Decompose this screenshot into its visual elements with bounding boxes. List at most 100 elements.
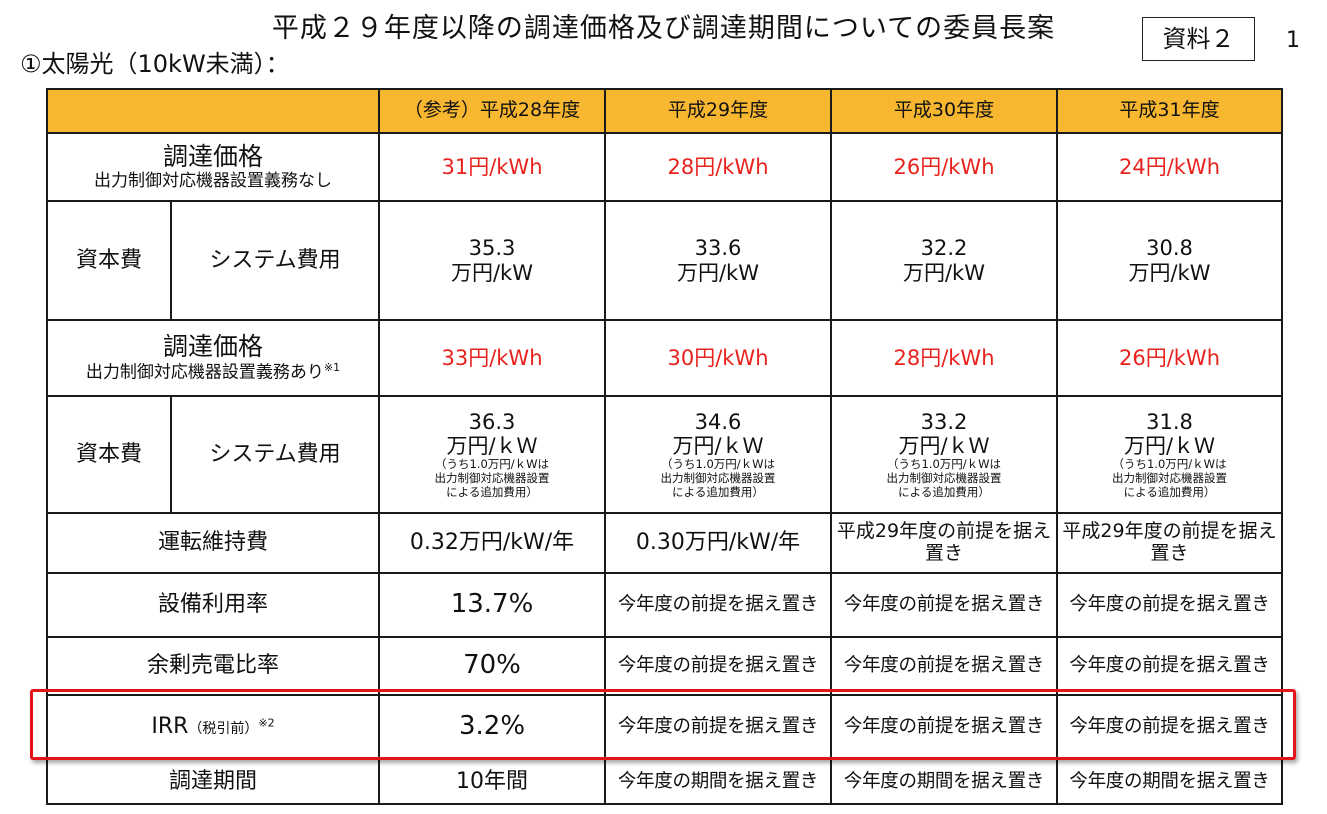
- capex-unit: 万円/kW: [902, 260, 985, 285]
- table-row: 余剰売電比率 70% 今年度の前提を据え置き 今年度の前提を据え置き 今年度の前…: [46, 636, 1283, 696]
- table-row: 資本費 システム費用 35.3 万円/kW 33.6 万円/kW 32.2 万円…: [46, 200, 1283, 321]
- capex-note: （うち1.0万円/ｋWは: [434, 456, 550, 471]
- table-row: 調達価格 出力制御対応機器設置義務なし 31円/kWh 28円/kWh 26円/…: [46, 132, 1283, 202]
- capex-unit: 万円/kW: [450, 260, 533, 285]
- table-row: IRR（税引前）※2 3.2% 今年度の前提を据え置き 今年度の前提を据え置き …: [46, 694, 1283, 760]
- header-h28: （参考）平成28年度: [378, 88, 606, 134]
- footnote-mark: ※2: [258, 717, 275, 731]
- capex-unit: 万円/ｋＷ: [898, 433, 990, 458]
- capex-unit: 万円/kW: [676, 260, 759, 285]
- price-value: 26円/kWh: [1056, 319, 1283, 397]
- capex-note: 出力制御対応機器設置: [886, 470, 1002, 485]
- capex-note: 出力制御対応機器設置: [1112, 470, 1227, 485]
- capex-note: 出力制御対応機器設置: [434, 470, 550, 485]
- price-value: 31円/kWh: [378, 132, 606, 202]
- page-number: 1: [1286, 28, 1300, 53]
- capex-note: （うち1.0万円/ｋWは: [660, 456, 776, 471]
- capacity-factor-value: 今年度の前提を据え置き: [1056, 572, 1283, 638]
- row-label-sub: 出力制御対応機器設置義務なし: [94, 170, 332, 191]
- capex-value: 33.2: [920, 409, 968, 434]
- surplus-ratio-value: 今年度の前提を据え置き: [604, 636, 832, 696]
- price-value: 26円/kWh: [830, 132, 1058, 202]
- table-row: 調達期間 10年間 今年度の期間を据え置き 今年度の期間を据え置き 今年度の期間…: [46, 758, 1283, 805]
- capex-value: 34.6: [694, 409, 742, 434]
- row-label-om: 運転維持費: [46, 512, 380, 574]
- capex-note: による追加費用）: [1123, 484, 1216, 499]
- price-value: 30円/kWh: [604, 319, 832, 397]
- capex-unit: 万円/kW: [1128, 260, 1211, 285]
- row-label-capex: 資本費: [46, 200, 172, 321]
- row-label-capacity-factor: 設備利用率: [46, 572, 380, 638]
- row-label-price-no-ctrl: 調達価格 出力制御対応機器設置義務なし: [46, 132, 380, 202]
- table-row: 資本費 システム費用 36.3 万円/ｋＷ （うち1.0万円/ｋWは 出力制御対…: [46, 395, 1283, 514]
- capex-value: 31.8: [1146, 409, 1193, 434]
- capex-note: 出力制御対応機器設置: [660, 470, 776, 485]
- header-h31: 平成31年度: [1056, 88, 1283, 134]
- om-value: 平成29年度の前提を据え置き: [1056, 512, 1283, 574]
- irr-value: 今年度の前提を据え置き: [1056, 694, 1283, 760]
- table-row: 運転維持費 0.32万円/kW/年 0.30万円/kW/年 平成29年度の前提を…: [46, 512, 1283, 574]
- surplus-ratio-value: 70%: [378, 636, 606, 696]
- header-blank: [46, 88, 380, 134]
- capex-cell: 33.6 万円/kW: [604, 200, 832, 321]
- row-label-price-ctrl: 調達価格 出力制御対応機器設置義務あり※1: [46, 319, 380, 397]
- capacity-factor-value: 今年度の前提を据え置き: [830, 572, 1058, 638]
- surplus-ratio-value: 今年度の前提を据え置き: [830, 636, 1058, 696]
- irr-value: 今年度の前提を据え置き: [830, 694, 1058, 760]
- capex-note: による追加費用）: [446, 484, 538, 499]
- price-value: 28円/kWh: [604, 132, 832, 202]
- capex-value: 32.2: [920, 236, 968, 261]
- table-row: 設備利用率 13.7% 今年度の前提を据え置き 今年度の前提を据え置き 今年度の…: [46, 572, 1283, 638]
- period-value: 10年間: [378, 758, 606, 805]
- row-label-irr: IRR（税引前）※2: [46, 694, 380, 760]
- price-value: 28円/kWh: [830, 319, 1058, 397]
- capex-cell: 35.3 万円/kW: [378, 200, 606, 321]
- capex-cell: 34.6 万円/ｋＷ （うち1.0万円/ｋWは 出力制御対応機器設置 による追加…: [604, 395, 832, 514]
- surplus-ratio-value: 今年度の前提を据え置き: [1056, 636, 1283, 696]
- row-label-capex: 資本費: [46, 395, 172, 514]
- tariff-table: （参考）平成28年度 平成29年度 平成30年度 平成31年度 調達価格 出力制…: [46, 88, 1283, 805]
- row-label-surplus-ratio: 余剰売電比率: [46, 636, 380, 696]
- period-value: 今年度の期間を据え置き: [604, 758, 832, 805]
- irr-paren: （税引前）: [188, 721, 259, 738]
- om-value: 平成29年度の前提を据え置き: [830, 512, 1058, 574]
- document-label: 資料２: [1142, 17, 1255, 61]
- row-label-main: 調達価格: [162, 332, 263, 362]
- capex-unit: 万円/ｋＷ: [446, 433, 538, 458]
- capex-cell: 36.3 万円/ｋＷ （うち1.0万円/ｋWは 出力制御対応機器設置 による追加…: [378, 395, 606, 514]
- capex-value: 36.3: [468, 409, 516, 434]
- capex-value: 33.6: [694, 236, 742, 261]
- capacity-factor-value: 13.7%: [378, 572, 606, 638]
- capex-cell: 30.8 万円/kW: [1056, 200, 1283, 321]
- row-label-main: 調達価格: [162, 141, 263, 171]
- capex-note: による追加費用）: [898, 484, 990, 499]
- capex-note: （うち1.0万円/ｋWは: [886, 456, 1002, 471]
- period-value: 今年度の期間を据え置き: [1056, 758, 1283, 805]
- capex-cell: 33.2 万円/ｋＷ （うち1.0万円/ｋWは 出力制御対応機器設置 による追加…: [830, 395, 1058, 514]
- irr-value: 3.2%: [378, 694, 606, 760]
- table-row: 調達価格 出力制御対応機器設置義務あり※1 33円/kWh 30円/kWh 28…: [46, 319, 1283, 397]
- row-label-system-cost: システム費用: [170, 395, 380, 514]
- capacity-factor-value: 今年度の前提を据え置き: [604, 572, 832, 638]
- price-value: 24円/kWh: [1056, 132, 1283, 202]
- capex-cell: 31.8 万円/ｋＷ （うち1.0万円/ｋWは 出力制御対応機器設置 による追加…: [1056, 395, 1283, 514]
- capex-unit: 万円/ｋＷ: [672, 433, 764, 458]
- irr-value: 今年度の前提を据え置き: [604, 694, 832, 760]
- capex-note: による追加費用）: [672, 484, 764, 499]
- header-row: （参考）平成28年度 平成29年度 平成30年度 平成31年度: [46, 88, 1283, 134]
- header-h29: 平成29年度: [604, 88, 832, 134]
- irr-label: IRR: [151, 714, 189, 740]
- period-value: 今年度の期間を据え置き: [830, 758, 1058, 805]
- capex-value: 30.8: [1146, 236, 1193, 261]
- section-subtitle: ①太陽光（10kW未満）：: [20, 50, 290, 78]
- row-label-sub-text: 出力制御対応機器設置義務あり: [85, 362, 324, 383]
- capex-value: 35.3: [468, 236, 516, 261]
- capex-unit: 万円/ｋＷ: [1123, 433, 1216, 458]
- capex-cell: 32.2 万円/kW: [830, 200, 1058, 321]
- row-label-period: 調達期間: [46, 758, 380, 805]
- page-title: 平成２９年度以降の調達価格及び調達期間についての委員長案: [271, 13, 1056, 44]
- om-value: 0.30万円/kW/年: [604, 512, 832, 574]
- header-h30: 平成30年度: [830, 88, 1058, 134]
- row-label-sub: 出力制御対応機器設置義務あり※1: [48, 361, 378, 383]
- row-label-system-cost: システム費用: [170, 200, 380, 321]
